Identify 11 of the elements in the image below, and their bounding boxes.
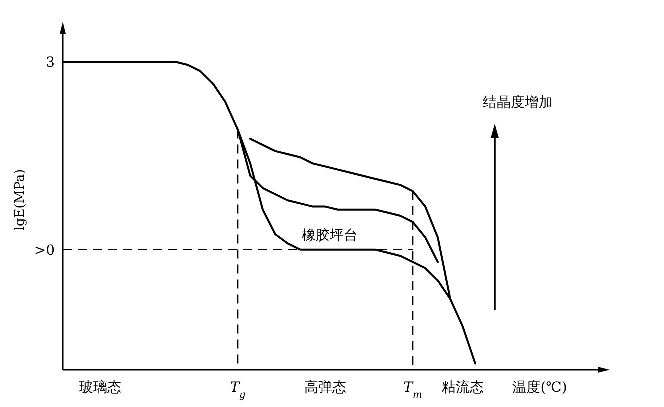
x-tick-label: 玻璃态: [80, 380, 122, 396]
x-tick-label: 高弹态: [304, 380, 346, 396]
text: 3: [46, 55, 55, 72]
y-axis-title: lgE(MPa): [13, 169, 28, 231]
x-tick-label: T$_{m}$: [404, 380, 422, 400]
x-tick-label: 粘流态: [442, 380, 484, 396]
x-tick-label: T$_{g}$: [230, 380, 246, 400]
x-axis-title: 温度(℃): [512, 380, 568, 396]
annotation: 结晶度增加: [483, 95, 553, 111]
ref-line-label: >0: [34, 242, 55, 259]
annotation: 橡胶坪台: [302, 228, 358, 244]
